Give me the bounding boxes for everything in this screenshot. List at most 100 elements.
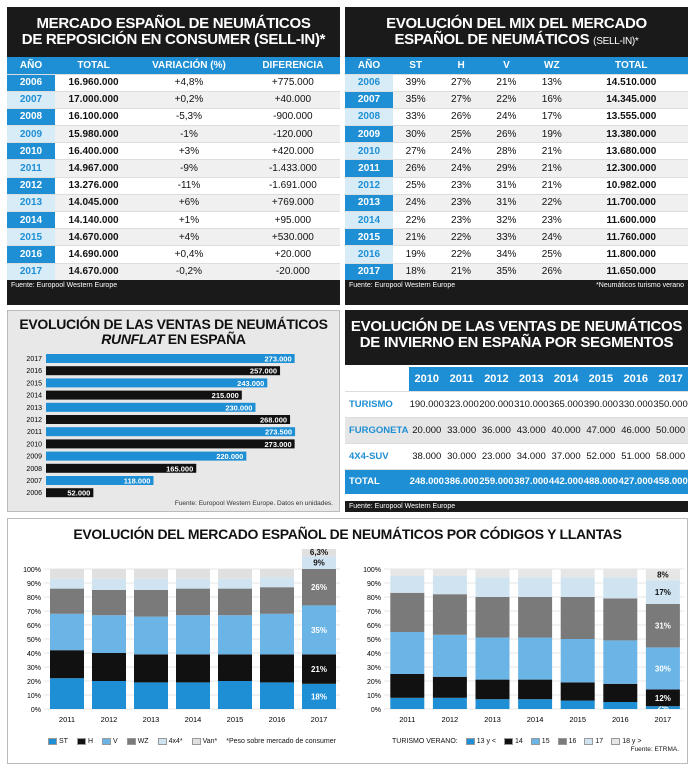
segment-label: 8% bbox=[657, 571, 669, 580]
panel-codigos-source: Fuente: ETRMA. bbox=[630, 746, 679, 753]
llantas-legend: TURISMO VERANO: 13 y < 14 15 16 17 18 y > bbox=[392, 738, 641, 745]
runflat-value-label: 273.000 bbox=[265, 355, 292, 364]
table-cell: +420.000 bbox=[245, 142, 340, 160]
stack-segment bbox=[432, 576, 467, 595]
table-cell: 2009 bbox=[345, 125, 393, 143]
table-cell: 23% bbox=[438, 176, 484, 195]
table-row: 2014 22% 23% 32% 23% 11.600.000 bbox=[345, 210, 688, 229]
table-row: 2012 13.276.000 -11% -1.691.000 bbox=[7, 176, 340, 195]
y-tick-label: 30% bbox=[27, 665, 41, 672]
legend-item: Van* bbox=[191, 738, 217, 745]
legend-label: H bbox=[87, 738, 94, 745]
table-row: 2013 24% 23% 31% 22% 11.700.000 bbox=[345, 193, 688, 212]
table-row: 2017 14.670.000 -0,2% -20.000 bbox=[7, 262, 340, 281]
stack-segment bbox=[134, 682, 168, 709]
table-cell: 34.000 bbox=[513, 442, 549, 469]
y-tick-label: 70% bbox=[367, 609, 381, 616]
table-row: 2016 14.690.000 +0,4% +20.000 bbox=[7, 245, 340, 264]
table-header: TOTAL bbox=[574, 57, 688, 74]
table-cell: 387.000 bbox=[513, 468, 549, 494]
x-tick-label: 2013 bbox=[484, 715, 501, 724]
table-cell: -0,2% bbox=[132, 262, 246, 281]
stack-segment bbox=[560, 700, 595, 709]
legend-swatch bbox=[48, 738, 57, 745]
source-text: Fuente: Europool Western Europe bbox=[349, 282, 456, 290]
y-tick-label: 60% bbox=[27, 623, 41, 630]
stack-segment bbox=[432, 594, 467, 635]
table-cell: 390.000 bbox=[583, 390, 619, 417]
stack-segment bbox=[218, 654, 252, 681]
table-cell: +3% bbox=[132, 142, 246, 160]
legend-swatch bbox=[102, 738, 112, 745]
stack-segment bbox=[432, 697, 467, 709]
table-cell: +530.000 bbox=[245, 228, 340, 246]
table-cell: 2008 bbox=[345, 107, 393, 126]
legend-label: V bbox=[113, 738, 118, 745]
stack-segment bbox=[645, 706, 680, 709]
stack-segment bbox=[260, 587, 294, 614]
stack-segment bbox=[134, 578, 168, 590]
table-cell: 22% bbox=[529, 193, 575, 212]
x-tick-label: 2015 bbox=[569, 715, 586, 724]
stack-segment bbox=[518, 597, 553, 638]
codigos-legend: ST H V WZ 4x4* Van* *Peso sobre mercado de con… bbox=[48, 738, 336, 745]
stack-segment bbox=[390, 674, 425, 698]
stack-segment bbox=[50, 588, 84, 614]
stack-segment bbox=[50, 650, 84, 679]
legend-swatch bbox=[557, 738, 567, 745]
legend-swatch bbox=[157, 738, 167, 745]
panel-runflat-title-2a: RUNFLAT bbox=[101, 330, 165, 347]
table-cell: 37.000 bbox=[548, 442, 584, 469]
table-cell: 442.000 bbox=[548, 468, 584, 494]
y-tick-label: 50% bbox=[27, 637, 41, 644]
runflat-year-label: 2016 bbox=[26, 368, 42, 375]
stack-segment bbox=[475, 569, 510, 578]
table-row: 2012 25% 23% 31% 21% 10.982.000 bbox=[345, 176, 688, 195]
runflat-bar bbox=[46, 451, 247, 461]
table-cell: -120.000 bbox=[245, 125, 340, 143]
legend-item: 4x4* bbox=[157, 738, 183, 745]
segment-label: 35% bbox=[311, 626, 327, 635]
table-cell: +4% bbox=[132, 228, 246, 246]
table-cell: 2007 bbox=[7, 90, 55, 109]
table-cell: 23% bbox=[438, 210, 484, 229]
stack-segment bbox=[645, 569, 680, 581]
legend-swatch bbox=[611, 738, 621, 745]
stack-segment bbox=[50, 678, 84, 709]
stack-segment bbox=[518, 699, 553, 709]
stack-segment bbox=[560, 569, 595, 578]
segment-label: 17% bbox=[655, 588, 671, 597]
legend-item: 18 y > bbox=[611, 738, 641, 745]
panel-mix-source: Fuente: Europool Western Europe *Neumátic… bbox=[345, 280, 688, 291]
table-cell: 22% bbox=[438, 245, 484, 264]
table-cell: 14.690.000 bbox=[55, 245, 133, 264]
table-cell: +20.000 bbox=[245, 245, 340, 264]
stack-segment bbox=[390, 576, 425, 593]
table-cell: 35% bbox=[483, 262, 530, 281]
table-cell: 2016 bbox=[7, 245, 55, 264]
x-tick-label: 2013 bbox=[143, 715, 160, 724]
legend-item: WZ bbox=[126, 738, 149, 745]
table-cell: 16.100.000 bbox=[55, 107, 133, 126]
table-cell: 33.000 bbox=[444, 416, 480, 443]
legend-label: WZ bbox=[137, 738, 149, 745]
table-cell: 323.000 bbox=[444, 390, 480, 417]
table-cell: 24% bbox=[483, 107, 530, 126]
table-cell: 30.000 bbox=[444, 442, 480, 469]
table-cell: 33% bbox=[483, 228, 530, 246]
table-cell: 22% bbox=[483, 90, 530, 109]
segment-label: 26% bbox=[311, 583, 327, 592]
codigos-chart: 0% 10% 20% 30% 40% 50% 60% 70% 80% 90% 100% 2011 201… bbox=[23, 549, 340, 724]
table-cell: 248.000 bbox=[409, 468, 445, 494]
stack-segment bbox=[603, 598, 638, 641]
stack-segment bbox=[302, 569, 336, 606]
y-tick-label: 60% bbox=[367, 623, 381, 630]
table-cell: 11.700.000 bbox=[574, 193, 688, 212]
runflat-value-label: 268.000 bbox=[260, 416, 287, 425]
table-cell: 2013 bbox=[345, 193, 393, 212]
table-cell: 23% bbox=[438, 193, 484, 212]
stack-segment bbox=[218, 681, 252, 709]
table-cell: 21% bbox=[529, 142, 575, 160]
table-cell: 46.000 bbox=[618, 416, 654, 443]
table-cell: 2014 bbox=[7, 210, 55, 229]
